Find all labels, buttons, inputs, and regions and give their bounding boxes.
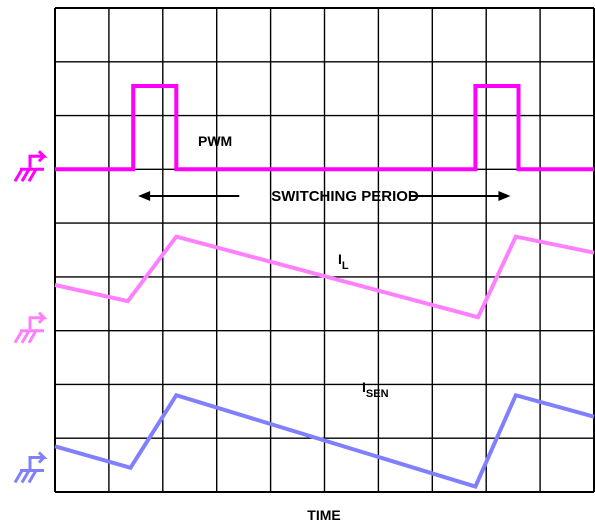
- label-pwm: PWM: [198, 133, 232, 149]
- label-il-main: I: [338, 251, 342, 267]
- label-il-sub: L: [342, 260, 349, 272]
- ground-marker-base: [13, 167, 44, 183]
- ground-marker-icon: [13, 451, 48, 484]
- grid: [54, 7, 595, 493]
- trace-il: [54, 234, 595, 320]
- ground-markers: [13, 150, 48, 484]
- period-label: SWITCHING PERIOD: [271, 188, 419, 205]
- period-arrow-right-head: [498, 191, 511, 201]
- label-il: IL: [338, 251, 349, 272]
- ground-marker-arrow: [28, 150, 48, 168]
- ground-marker-icon: [13, 150, 48, 183]
- trace-labels: PWM IL ISEN: [198, 133, 389, 400]
- switching-period-annotation: SWITCHING PERIOD: [138, 188, 511, 205]
- label-isen-sub: SEN: [366, 388, 389, 400]
- ground-marker-arrow: [28, 311, 48, 330]
- label-isen-main: I: [362, 379, 366, 395]
- period-arrow-left-head: [138, 191, 151, 201]
- label-isen: ISEN: [362, 379, 389, 400]
- x-axis-label: TIME: [307, 507, 340, 523]
- ground-marker-base: [13, 329, 44, 344]
- ground-marker-arrow: [28, 451, 48, 469]
- ground-marker-icon: [13, 311, 48, 344]
- trace-isen: [54, 392, 595, 490]
- traces: [54, 84, 595, 490]
- trace-pwm: [55, 84, 594, 172]
- ground-marker-base: [13, 469, 44, 484]
